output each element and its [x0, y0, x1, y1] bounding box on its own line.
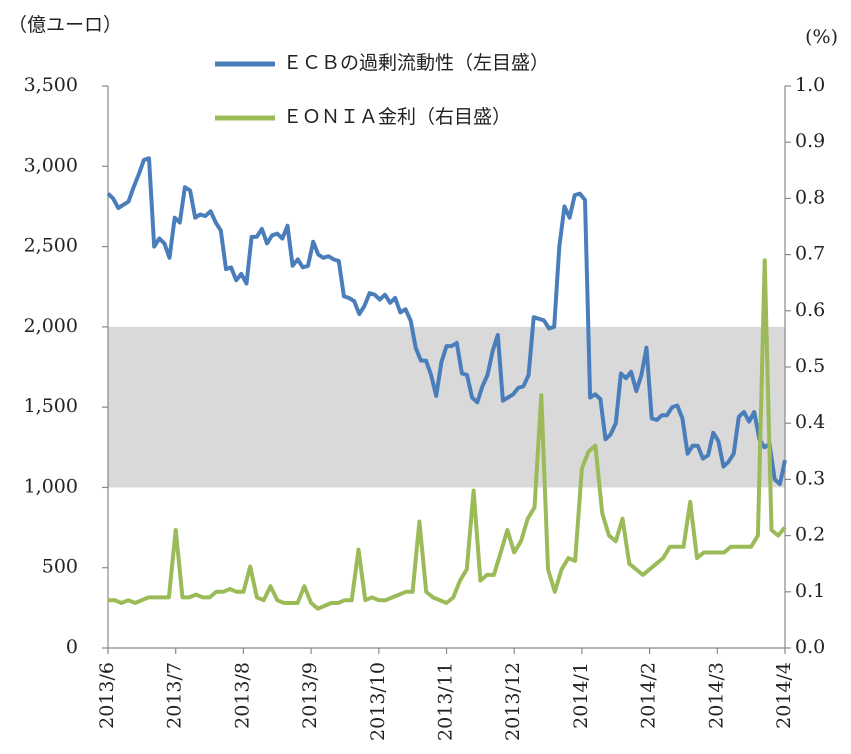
y2-tick-label: 1.0 [795, 74, 825, 96]
y2-tick-label: 0.8 [795, 186, 825, 208]
y-tick-label: 1,000 [24, 475, 78, 497]
x-tick-label: 2013/7 [164, 662, 186, 729]
y2-tick-label: 0.1 [795, 580, 825, 602]
x-tick-label: 2013/12 [502, 662, 524, 741]
x-tick-label: 2014/3 [705, 662, 727, 729]
y2-axis-label: (%) [805, 26, 838, 48]
legend-label: ＥＯＮＩＡ金利（右目盛） [283, 106, 511, 128]
y2-tick-label: 0.2 [795, 524, 825, 546]
y2-tick-label: 0.4 [795, 411, 825, 433]
y2-tick-label: 0.0 [795, 636, 825, 658]
x-tick-label: 2013/11 [435, 662, 457, 741]
y-tick-label: 3,500 [24, 74, 78, 96]
y-tick-label: 2,000 [24, 315, 78, 337]
y-axis-label: （億ユーロ） [8, 14, 122, 36]
series-line [106, 156, 787, 487]
y2-tick-label: 0.7 [795, 243, 825, 265]
y-tick-label: 3,000 [24, 154, 78, 176]
x-tick-label: 2013/8 [231, 662, 253, 729]
x-tick-label: 2013/10 [367, 662, 389, 741]
x-tick-label: 2013/6 [96, 662, 118, 729]
series-line [108, 258, 787, 611]
x-tick-label: 2014/2 [638, 662, 660, 729]
x-tick-label: 2014/1 [570, 662, 592, 729]
x-tick-label: 2013/9 [299, 662, 321, 729]
y2-tick-label: 0.3 [795, 467, 825, 489]
y2-tick-label: 0.6 [795, 299, 825, 321]
y2-tick-label: 0.9 [795, 130, 825, 152]
y2-tick-label: 0.5 [795, 355, 825, 377]
y-tick-label: 0 [66, 636, 78, 658]
y-tick-label: 2,500 [24, 235, 78, 257]
legend-label: ＥＣＢの過剰流動性（左目盛） [283, 52, 549, 74]
y-tick-label: 1,500 [24, 395, 78, 417]
x-tick-label: 2014/4 [773, 662, 795, 729]
y-tick-label: 500 [42, 556, 78, 578]
